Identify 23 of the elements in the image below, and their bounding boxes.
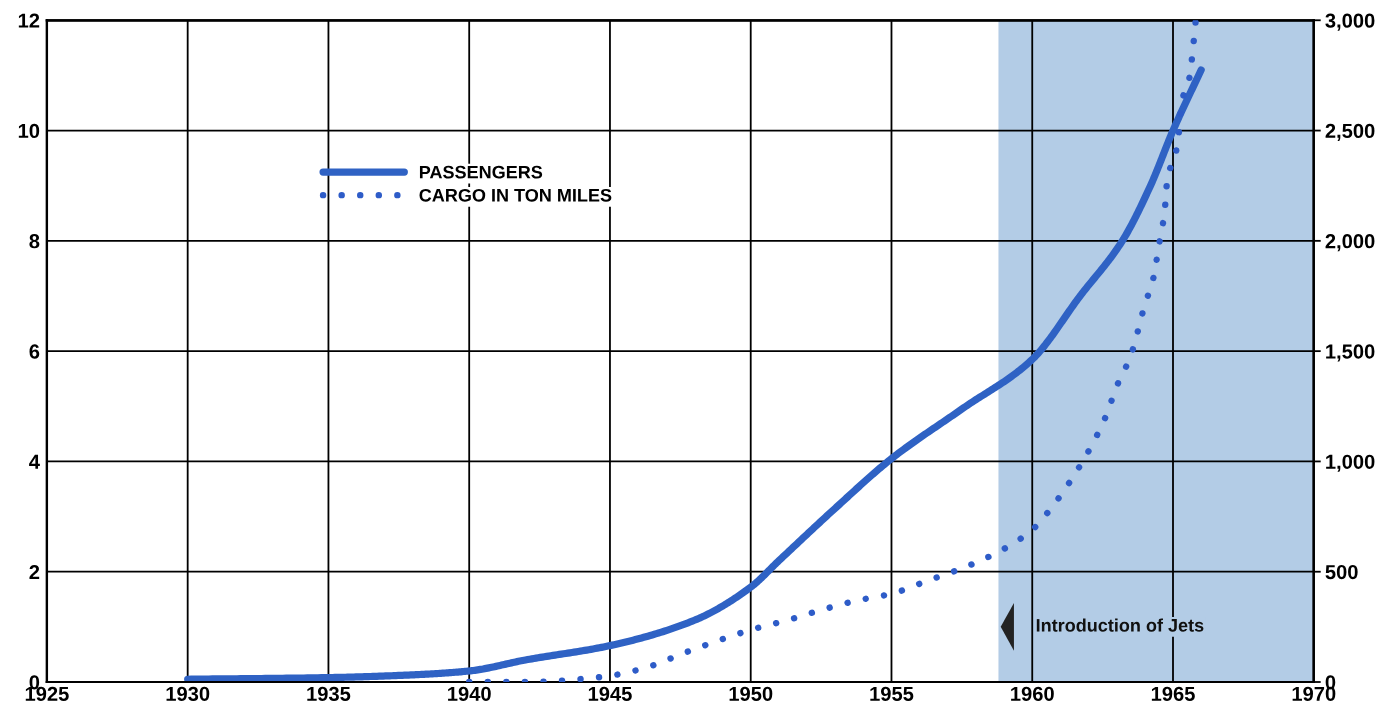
y-tick-label: 6 (29, 344, 40, 359)
x-tick-label: 1955 (870, 686, 914, 701)
y2-tick-label: 500 (1325, 564, 1358, 580)
y2-tick-label: 2,500 (1325, 123, 1375, 141)
x-tick-label: 1950 (729, 686, 773, 701)
x-tick-label: 1945 (588, 686, 632, 701)
y-tick-label: 12 (18, 13, 40, 28)
x-tick-label: 1965 (1151, 686, 1195, 701)
y2-tick-label: 2,000 (1325, 234, 1375, 252)
annotation: Introduction of Jets (1036, 618, 1204, 632)
y-tick-label: 2 (29, 564, 40, 580)
x-tick-label: 1935 (307, 686, 351, 701)
y2-tick-label: 1,000 (1326, 454, 1375, 472)
y-tick-label: 10 (18, 123, 40, 139)
legend-label: CARGO IN TON MILES (419, 188, 612, 202)
x-tick-label: 1930 (166, 686, 210, 701)
x-tick-label: 1960 (1011, 686, 1054, 701)
y2-tick-label: 1,500 (1326, 344, 1375, 362)
y-tick-label: 4 (29, 454, 40, 469)
y-tick-label: 8 (29, 234, 40, 249)
legend-label: PASSENGERS (419, 165, 543, 179)
y2-tick-label: 3,000 (1325, 13, 1375, 31)
x-tick-label: 1940 (448, 686, 491, 701)
